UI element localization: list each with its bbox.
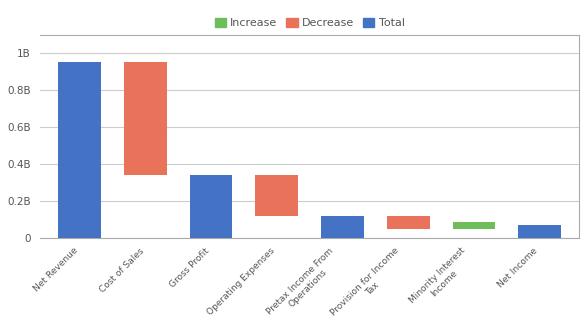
Bar (518, 225, 561, 238)
Bar (452, 222, 495, 229)
Bar (387, 216, 430, 229)
Bar (124, 62, 167, 175)
Bar (190, 175, 233, 238)
Bar (321, 216, 364, 238)
Bar (255, 175, 298, 216)
Bar (59, 62, 101, 238)
Legend: Increase, Decrease, Total: Increase, Decrease, Total (210, 14, 409, 33)
